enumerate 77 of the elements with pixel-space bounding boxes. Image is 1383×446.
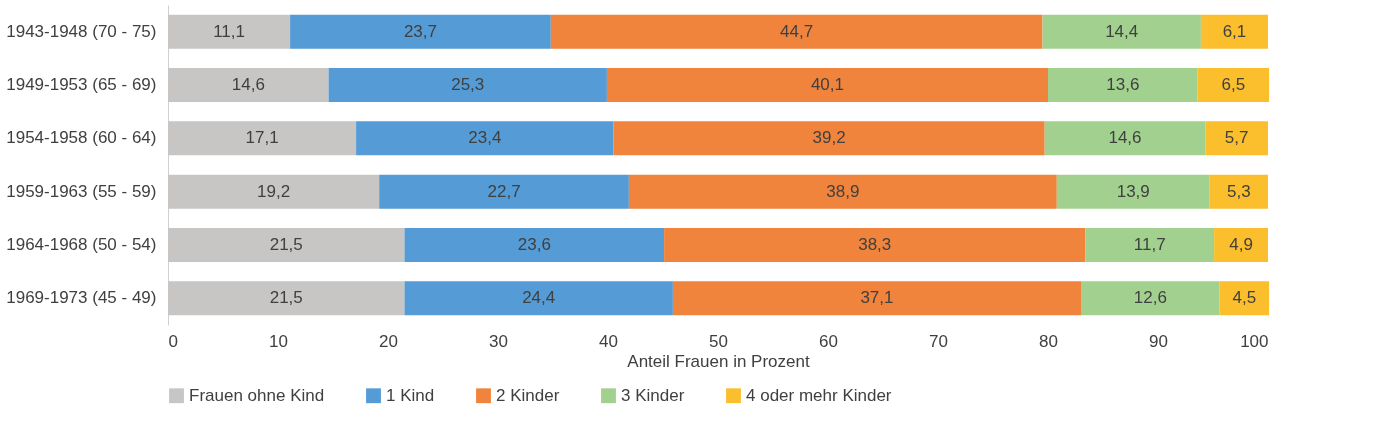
x-tick-label: 20 xyxy=(379,331,398,351)
data-label: 38,9 xyxy=(826,181,860,201)
data-label: 14,6 xyxy=(231,75,265,94)
data-label: 24,4 xyxy=(522,288,556,308)
data-label: 12,6 xyxy=(1133,288,1167,308)
bar xyxy=(328,68,607,102)
x-tick-label: 60 xyxy=(819,331,838,351)
data-label: 5,3 xyxy=(1227,181,1251,201)
y-tick-label: 1943-1948 (70 - 75) xyxy=(6,21,157,41)
x-tick-label: 0 xyxy=(168,331,178,351)
bar xyxy=(1048,68,1198,102)
bar xyxy=(1081,281,1220,316)
bar xyxy=(550,14,1043,49)
data-label: 39,2 xyxy=(812,128,846,148)
legend-label: 1 Kind xyxy=(386,385,435,405)
bar xyxy=(379,174,629,209)
legend-label: 2 Kinder xyxy=(496,385,560,405)
bar xyxy=(404,228,665,262)
data-label: 13,9 xyxy=(1116,181,1150,201)
data-label: 11,7 xyxy=(1133,235,1166,254)
data-label: 25,3 xyxy=(451,75,485,94)
legend-label: 4 oder mehr Kinder xyxy=(746,385,892,405)
x-tick-label: 70 xyxy=(929,331,948,351)
legend-label: 3 Kinder xyxy=(621,385,685,405)
bar xyxy=(664,228,1086,262)
bar xyxy=(1085,228,1215,262)
data-label: 23,6 xyxy=(517,235,551,254)
data-label: 44,7 xyxy=(780,21,814,41)
bar xyxy=(1197,68,1270,102)
x-tick-label: 40 xyxy=(599,331,618,351)
y-tick-label: 1954-1958 (60 - 64) xyxy=(6,128,157,148)
bar xyxy=(404,281,673,316)
data-label: 38,3 xyxy=(858,235,892,254)
x-tick-label: 50 xyxy=(709,331,728,351)
bar xyxy=(290,14,551,49)
bar xyxy=(628,174,1057,209)
y-tick-label: 1959-1963 (55 - 59) xyxy=(6,181,157,201)
data-label: 40,1 xyxy=(810,75,844,94)
bar xyxy=(606,68,1048,102)
bar xyxy=(1214,228,1268,262)
x-tick-label: 30 xyxy=(489,331,508,351)
bar xyxy=(613,121,1045,156)
data-label: 17,1 xyxy=(245,128,279,148)
y-tick-label: 1964-1968 (50 - 54) xyxy=(6,235,157,254)
bar xyxy=(356,121,614,156)
data-label: 14,4 xyxy=(1105,21,1139,41)
x-tick-label: 90 xyxy=(1149,331,1168,351)
data-label: 23,7 xyxy=(403,21,437,41)
bar xyxy=(1056,174,1210,209)
bar xyxy=(672,281,1081,316)
data-label: 37,1 xyxy=(860,288,894,308)
data-label: 13,6 xyxy=(1106,75,1140,94)
data-label: 4,5 xyxy=(1232,288,1257,308)
data-label: 21,5 xyxy=(269,235,303,254)
y-tick-label: 1949-1953 (65 - 69) xyxy=(6,75,157,94)
data-label: 11,1 xyxy=(213,21,245,41)
data-label: 4,9 xyxy=(1229,235,1253,254)
bar xyxy=(1205,121,1268,156)
bar xyxy=(1209,174,1268,209)
data-label: 23,4 xyxy=(468,128,502,148)
x-tick-label: 80 xyxy=(1039,331,1058,351)
data-label: 5,7 xyxy=(1224,128,1249,148)
bar xyxy=(1219,281,1270,316)
data-label: 6,1 xyxy=(1222,21,1247,41)
x-axis-title: Anteil Frauen in Prozent xyxy=(627,351,810,371)
x-tick-label: 100 xyxy=(1240,331,1269,351)
y-tick-label: 1969-1973 (45 - 49) xyxy=(6,288,157,308)
bar xyxy=(1044,121,1206,156)
data-label: 21,5 xyxy=(269,288,303,308)
bar xyxy=(1042,14,1201,49)
x-tick-label: 10 xyxy=(269,331,288,351)
data-label: 19,2 xyxy=(257,181,291,201)
data-label: 22,7 xyxy=(487,181,521,201)
data-label: 6,5 xyxy=(1221,75,1246,94)
bar xyxy=(1200,14,1268,49)
legend-label: Frauen ohne Kind xyxy=(189,385,325,405)
data-label: 14,6 xyxy=(1108,128,1142,148)
